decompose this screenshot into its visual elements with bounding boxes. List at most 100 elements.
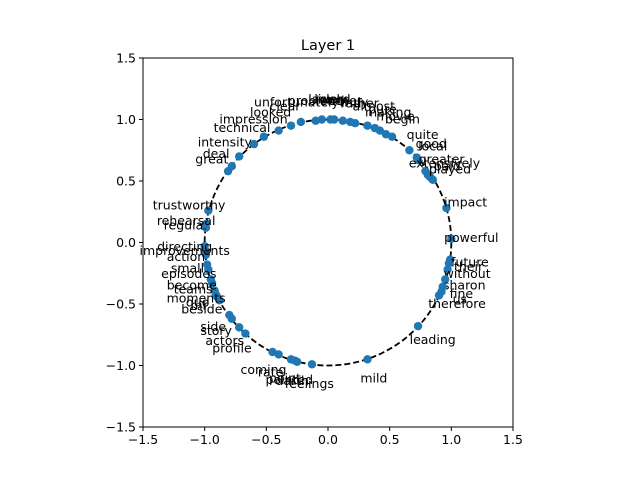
point-label: extensively	[409, 156, 481, 171]
point-label: rather	[340, 96, 379, 111]
x-tick-label: 1.5	[503, 432, 523, 447]
y-tick-label: 0.0	[116, 235, 136, 250]
point-label: feelings	[285, 376, 334, 391]
x-tick-label: −1.5	[128, 432, 158, 447]
y-tick-label: −1.5	[106, 420, 136, 435]
point-label: impact	[444, 194, 487, 209]
point-label: lack	[308, 92, 334, 107]
x-tick-label: −0.5	[251, 432, 281, 447]
point-label: without	[444, 266, 491, 281]
point-label: teams	[174, 282, 213, 297]
point-label: problem	[288, 93, 340, 108]
scatter-point	[259, 132, 269, 141]
point-label: begin	[385, 112, 420, 127]
point-label: mr	[190, 297, 208, 312]
point-label: point	[269, 370, 301, 385]
point-label: profile	[212, 340, 252, 355]
scatter-point	[206, 275, 216, 284]
scatter-point	[286, 121, 296, 130]
point-label: impression	[219, 112, 287, 127]
point-label: making	[365, 104, 411, 119]
point-label: word	[320, 92, 351, 107]
point-label: great	[195, 152, 228, 167]
chart-title: Layer 1	[301, 38, 355, 54]
y-tick-label: 1.0	[116, 112, 136, 127]
scatter-point	[434, 291, 444, 300]
scatter-point	[387, 132, 397, 141]
point-label: story	[200, 323, 232, 338]
scatter-point	[249, 139, 259, 149]
scatter-point	[225, 310, 234, 320]
scatter-point	[375, 126, 384, 135]
scatter-point	[443, 265, 452, 274]
y-tick-label: −1.0	[106, 358, 136, 373]
y-tick-label: −0.5	[106, 297, 136, 312]
point-label: leading	[410, 332, 456, 347]
x-tick-label: 0.5	[380, 432, 400, 447]
point-label: sharon	[443, 277, 486, 292]
scatter-point	[204, 206, 213, 215]
point-label: played	[429, 161, 471, 176]
point-label: quo	[186, 295, 210, 310]
point-label: rehearsal	[157, 213, 216, 228]
point-label: looked	[250, 104, 291, 119]
scatter-point	[363, 121, 372, 130]
scatter-point	[440, 275, 450, 284]
scatter-point	[363, 355, 372, 364]
point-label: side	[200, 319, 226, 334]
point-label: episodes	[161, 266, 216, 281]
scatter-point	[447, 234, 456, 244]
scatter-point	[296, 117, 306, 127]
point-label: trustworthy	[153, 197, 226, 212]
point-label: us	[453, 292, 467, 307]
scatter-point	[210, 286, 219, 295]
scatter-point	[268, 347, 277, 357]
point-label: mild	[360, 370, 387, 385]
point-label: greater	[419, 151, 466, 166]
point-label: therefore	[428, 296, 486, 311]
point-label: regular	[164, 217, 210, 232]
scatter-point	[227, 162, 236, 171]
point-label: technical	[214, 120, 271, 135]
point-label: good	[416, 136, 447, 151]
scatter-point	[329, 115, 339, 124]
point-label: paid	[434, 159, 461, 174]
point-label: darth	[275, 373, 309, 388]
point-label: action	[167, 249, 205, 264]
scatter-point	[442, 203, 451, 213]
x-tick-label: 0.0	[318, 432, 338, 447]
point-label: rate	[258, 365, 284, 380]
y-tick-label: 1.5	[116, 51, 136, 66]
scatter-point	[200, 241, 209, 251]
point-label: coming	[240, 362, 286, 377]
point-label: quite	[407, 127, 439, 142]
scatter-point	[286, 355, 296, 364]
x-tick-label: −1.0	[189, 432, 219, 447]
scatter-point	[338, 116, 347, 125]
point-label: beside	[181, 302, 223, 317]
point-label: movie	[376, 109, 415, 124]
point-label: unfortunately	[254, 94, 340, 109]
scatter-point	[405, 146, 414, 155]
point-label: their	[454, 259, 484, 274]
scatter-point	[350, 118, 360, 128]
point-label: directing	[157, 239, 212, 254]
point-label: actors	[205, 333, 244, 348]
point-label: clear	[270, 99, 302, 114]
scatter-point	[235, 323, 244, 332]
point-label: moments	[167, 290, 226, 305]
scatter-point	[235, 152, 244, 161]
scatter-point	[241, 329, 250, 338]
point-label: other	[329, 93, 363, 108]
point-label: pointed	[266, 372, 314, 387]
point-label: truly	[339, 94, 368, 109]
point-label: local	[418, 139, 447, 154]
point-label: pure	[368, 102, 397, 117]
scatter-point	[201, 219, 211, 229]
scatter-point	[413, 155, 423, 165]
point-label: deal	[203, 146, 230, 161]
scatter-point	[413, 321, 423, 331]
scatter-point	[307, 360, 317, 369]
